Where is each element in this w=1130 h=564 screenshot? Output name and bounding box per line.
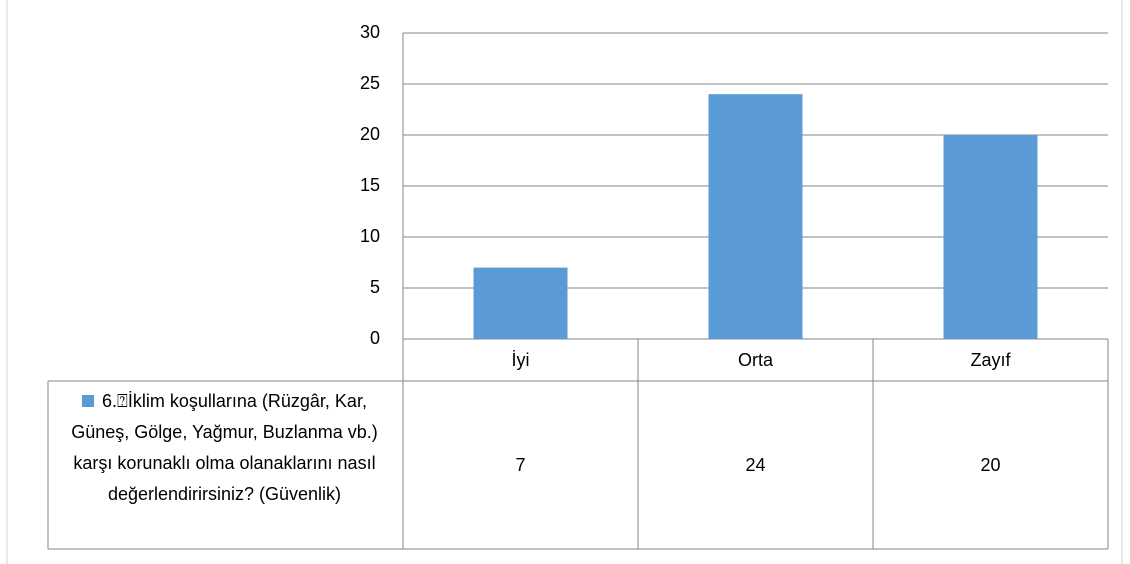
legend-swatch xyxy=(82,395,95,407)
legend: 6.⍰İklim koşullarına (Rüzgâr, Kar, Güneş… xyxy=(52,386,397,510)
y-tick-label: 25 xyxy=(360,73,380,93)
x-tick-label: İyi xyxy=(512,350,530,370)
bar xyxy=(473,267,568,339)
table-value: 24 xyxy=(745,455,765,475)
y-tick-label: 0 xyxy=(370,328,380,348)
y-tick-label: 20 xyxy=(360,124,380,144)
x-tick-label: Zayıf xyxy=(970,350,1011,370)
bar xyxy=(943,135,1038,339)
y-tick-label: 30 xyxy=(360,22,380,42)
table-value: 20 xyxy=(980,455,1000,475)
table-value: 7 xyxy=(515,455,525,475)
y-tick-label: 10 xyxy=(360,226,380,246)
y-tick-label: 5 xyxy=(370,277,380,297)
y-tick-label: 15 xyxy=(360,175,380,195)
bar xyxy=(708,94,803,339)
legend-label: 6.⍰İklim koşullarına (Rüzgâr, Kar, Güneş… xyxy=(71,391,378,504)
x-tick-label: Orta xyxy=(738,350,774,370)
